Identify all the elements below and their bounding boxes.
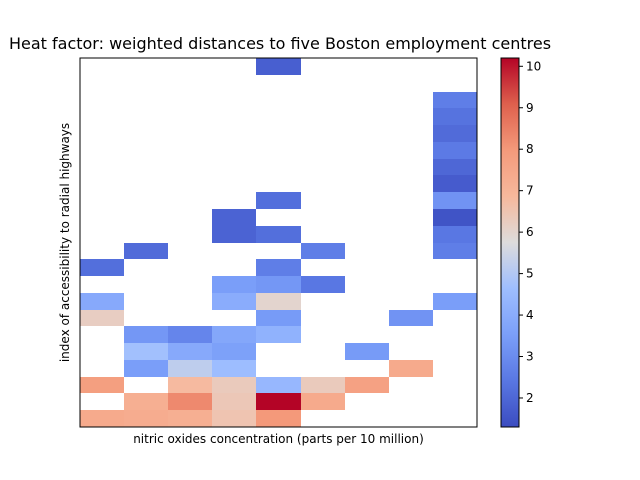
heatmap-cell [433, 108, 477, 125]
heatmap-cell [168, 360, 212, 377]
colorbar-tick-label: 8 [526, 142, 534, 156]
heatmap-cell [301, 243, 345, 259]
colorbar-tick-label: 7 [526, 184, 534, 198]
y-axis-label: index of accessibility to radial highway… [58, 123, 72, 362]
heatmap-cell [256, 393, 301, 410]
heatmap-cell [168, 343, 212, 360]
heatmap-cell [212, 360, 256, 377]
heatmap-cell [212, 393, 256, 410]
heatmap-cell [212, 343, 256, 360]
plot-frame [79, 57, 478, 428]
heatmap-cell [345, 377, 389, 393]
heatmap-cell [212, 226, 256, 243]
colorbar-tick-label: 2 [526, 391, 534, 405]
heatmap-cell [433, 226, 477, 243]
colorbar-tick-label: 6 [526, 225, 534, 239]
heatmap-cell [168, 326, 212, 343]
heatmap-cell [389, 310, 433, 326]
colorbar [501, 58, 519, 427]
heatmap-cell [256, 293, 301, 310]
colorbar-tick-label: 10 [526, 59, 541, 73]
heatmap-cell [389, 360, 433, 377]
heatmap-cell [212, 326, 256, 343]
heatmap-cell [80, 259, 124, 276]
heatmap-cell [256, 226, 301, 243]
heatmap-cell [433, 125, 477, 142]
x-axis-label: nitric oxides concentration (parts per 1… [133, 432, 424, 446]
heatmap-cell [80, 293, 124, 310]
heatmap-cell [80, 310, 124, 326]
colorbar-frame [500, 57, 520, 428]
heatmap-cell [124, 393, 168, 410]
colorbar-ticks: 2 3 4 5 6 7 8 9 10 [519, 59, 541, 405]
heatmap-cell [433, 243, 477, 259]
heatmap-cell [168, 393, 212, 410]
heatmap-cell [212, 276, 256, 293]
heatmap-cell [212, 209, 256, 226]
heatmap-cell [433, 175, 477, 192]
heatmap-cell [124, 326, 168, 343]
heatmap-cell [256, 192, 301, 209]
heatmap-cell [301, 393, 345, 410]
heatmap-cell [433, 92, 477, 108]
heatmap-cell [212, 377, 256, 393]
colorbar-tick-label: 5 [526, 267, 534, 281]
heatmap-cell [124, 360, 168, 377]
heatmap-cell [256, 377, 301, 393]
heatmap-cell [345, 343, 389, 360]
heatmap-cell [212, 293, 256, 310]
colorbar-tick-label: 9 [526, 101, 534, 115]
heatmap-cell [301, 377, 345, 393]
heatmap-cell [256, 410, 301, 427]
heatmap-cell [433, 209, 477, 226]
heatmap-cell [168, 410, 212, 427]
heatmap-cell [256, 259, 301, 276]
heatmap-cell [212, 410, 256, 427]
heatmap-cell [433, 293, 477, 310]
heatmap-cell [256, 326, 301, 343]
chart-title: Heat factor: weighted distances to five … [9, 34, 551, 53]
heatmap-cell [256, 276, 301, 293]
heatmap-cell [433, 159, 477, 175]
heatmap-cell [256, 310, 301, 326]
heatmap-cell [80, 410, 124, 427]
heatmap-cell [433, 142, 477, 159]
heatmap-cell [301, 276, 345, 293]
heatmap-cell [168, 377, 212, 393]
heatmap-cell [124, 343, 168, 360]
colorbar-tick-label: 3 [526, 350, 534, 364]
heatmap-cell [433, 192, 477, 209]
heatmap-cell [124, 410, 168, 427]
colorbar-tick-label: 4 [526, 308, 534, 322]
heatmap-cell [124, 243, 168, 259]
heatmap-cell [80, 377, 124, 393]
heatmap-cells [80, 58, 477, 427]
heatmap-cell [256, 58, 301, 75]
